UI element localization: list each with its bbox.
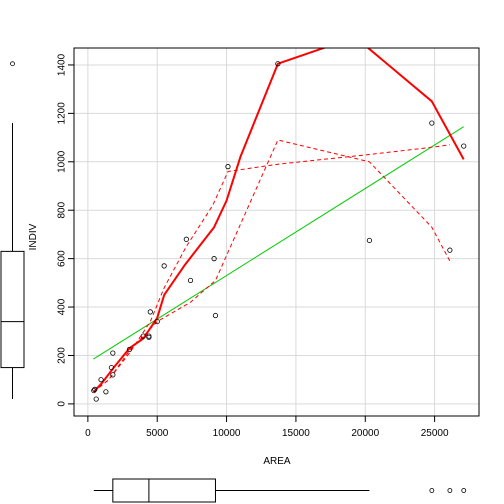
data-point — [187, 277, 194, 284]
y-tick-label: 400 — [57, 298, 68, 315]
x-box-outlier — [447, 488, 453, 493]
data-point — [126, 346, 133, 353]
x-tick-label: 25000 — [421, 428, 449, 439]
data-point — [146, 333, 152, 339]
data-point — [147, 309, 153, 315]
data-point — [212, 312, 219, 319]
y-axis: 0 200 400 600 800 1000 1200 1400 — [57, 53, 74, 407]
y-box-outlier — [10, 61, 15, 67]
smooth-line — [93, 48, 465, 393]
y-axis-label: INDIV — [28, 223, 39, 250]
plot-frame — [73, 47, 480, 417]
data-point — [110, 350, 116, 356]
data-point — [93, 396, 99, 402]
data-point — [225, 164, 231, 170]
y-marginal-boxplot — [0, 61, 25, 400]
data-point — [183, 236, 189, 242]
y-tick-label: 1000 — [57, 150, 68, 173]
data-point — [429, 120, 435, 126]
data-point — [211, 256, 217, 262]
y-tick-label: 1400 — [57, 53, 68, 76]
data-point — [108, 364, 115, 371]
x-marginal-boxplot — [93, 478, 467, 503]
data-point — [154, 318, 160, 325]
y-tick-label: 1200 — [57, 102, 68, 125]
x-tick-label: 20000 — [351, 428, 379, 439]
data-point — [161, 263, 167, 269]
spread-lower-line — [93, 139, 451, 393]
grid-lines — [74, 48, 479, 416]
data-point — [110, 372, 116, 378]
x-tick-label: 5000 — [146, 428, 169, 439]
x-axis-label: AREA — [263, 456, 291, 467]
y-box-body — [0, 250, 25, 369]
data-point — [461, 143, 467, 149]
x-box-outlier — [429, 488, 435, 493]
x-tick-label: 0 — [85, 428, 91, 439]
data-point — [91, 387, 97, 394]
x-box-outlier — [461, 488, 467, 493]
data-point — [98, 377, 104, 383]
x-tick-label: 10000 — [213, 428, 241, 439]
data-point — [447, 247, 453, 253]
y-tick-label: 0 — [57, 401, 68, 407]
data-point — [275, 61, 281, 67]
data-point — [103, 389, 109, 395]
data-points — [91, 61, 467, 402]
data-point — [366, 237, 373, 244]
data-point — [92, 386, 98, 392]
x-tick-label: 15000 — [282, 428, 310, 439]
data-point — [140, 333, 146, 339]
y-tick-label: 200 — [57, 347, 68, 364]
y-tick-label: 600 — [57, 250, 68, 267]
x-box-body — [112, 478, 216, 503]
x-axis: 0 5000 10000 15000 20000 25000 — [85, 416, 449, 439]
y-tick-label: 800 — [57, 201, 68, 218]
spread-upper-line — [93, 144, 450, 393]
